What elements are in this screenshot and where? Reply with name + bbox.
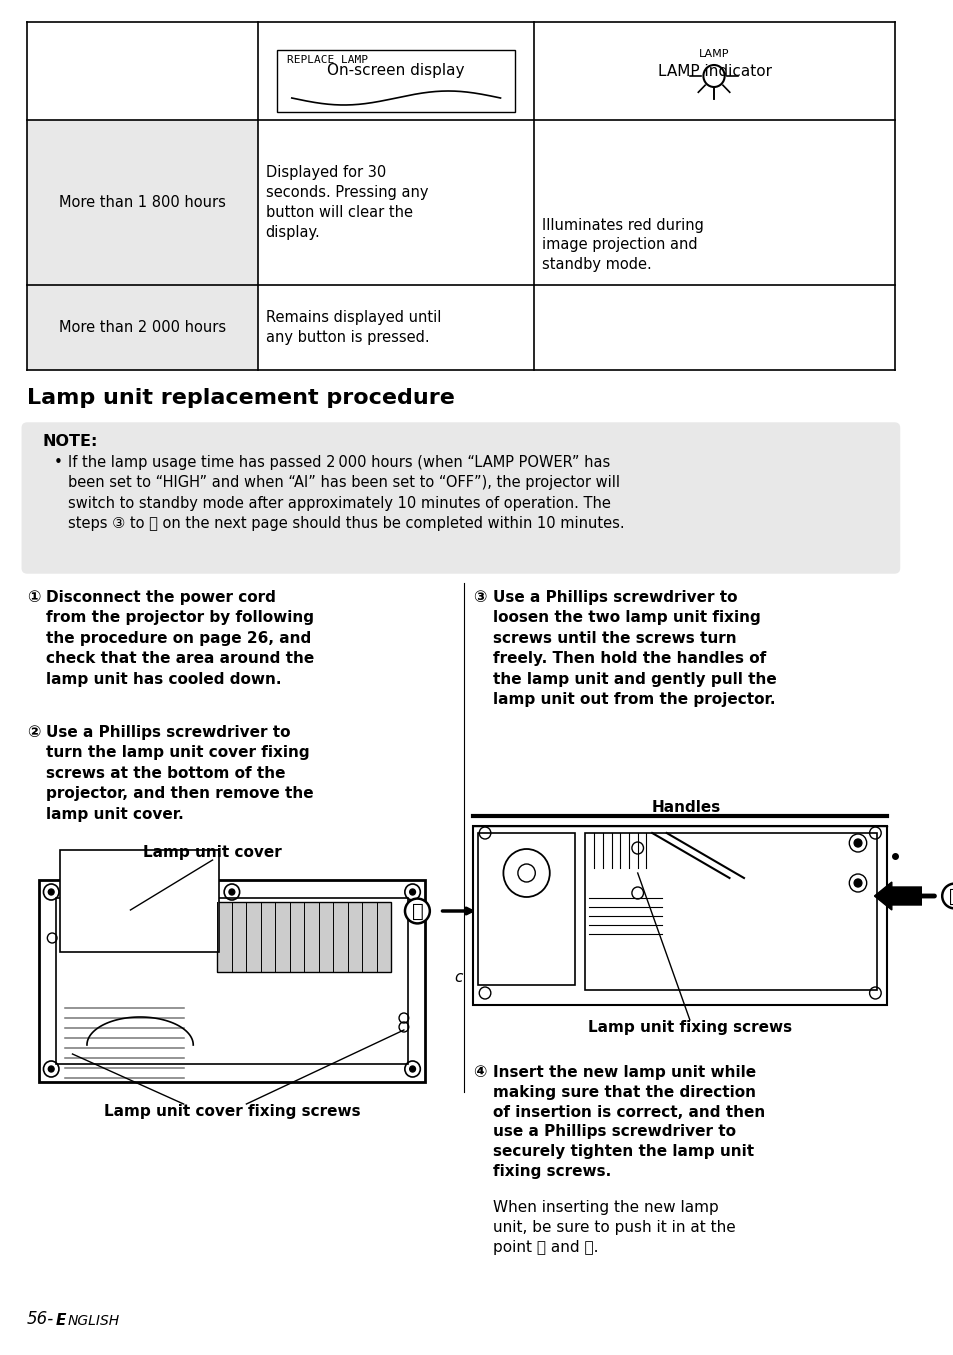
- Text: LAMP: LAMP: [698, 49, 728, 60]
- Text: Remains displayed until
any button is pressed.: Remains displayed until any button is pr…: [266, 310, 440, 346]
- Text: LAMP indicator: LAMP indicator: [657, 64, 771, 79]
- Text: Handles: Handles: [651, 799, 720, 814]
- Circle shape: [409, 889, 416, 896]
- Text: More than 1 800 hours: More than 1 800 hours: [59, 195, 226, 210]
- Text: ④: ④: [473, 1065, 486, 1080]
- Text: If the lamp usage time has passed 2 000 hours (when “LAMP POWER” has
been set to: If the lamp usage time has passed 2 000 …: [68, 455, 623, 531]
- Bar: [584, 833, 877, 991]
- Text: ①: ①: [27, 589, 41, 604]
- Text: NOTE:: NOTE:: [43, 434, 98, 449]
- Text: Disconnect the power cord
from the projector by following
the procedure on page : Disconnect the power cord from the proje…: [47, 589, 314, 687]
- Text: E: E: [56, 1313, 67, 1328]
- Text: When inserting the new lamp
unit, be sure to push it in at the
point Ⓐ and Ⓑ.: When inserting the new lamp unit, be sur…: [493, 1201, 735, 1255]
- Text: Lamp unit cover fixing screws: Lamp unit cover fixing screws: [104, 1104, 360, 1119]
- Text: Ⓐ: Ⓐ: [411, 901, 423, 920]
- Bar: [27, 285, 257, 370]
- Bar: [477, 833, 575, 985]
- Text: Lamp unit cover: Lamp unit cover: [143, 846, 282, 860]
- Bar: [473, 827, 886, 1005]
- FancyBboxPatch shape: [22, 423, 899, 573]
- Bar: [277, 50, 515, 112]
- Bar: [60, 850, 219, 953]
- Circle shape: [49, 1066, 54, 1072]
- Circle shape: [229, 889, 234, 896]
- Text: c: c: [455, 969, 462, 985]
- Text: REPLACE LAMP: REPLACE LAMP: [287, 56, 368, 65]
- Bar: [27, 121, 257, 285]
- Text: Illuminates red during
image projection and
standby mode.: Illuminates red during image projection …: [541, 218, 703, 272]
- Text: Use a Phillips screwdriver to
turn the lamp unit cover fixing
screws at the bott: Use a Phillips screwdriver to turn the l…: [47, 725, 314, 821]
- Text: Ⓑ: Ⓑ: [947, 886, 953, 905]
- Circle shape: [49, 889, 54, 896]
- Text: ②: ②: [27, 725, 41, 740]
- Circle shape: [853, 879, 861, 888]
- Circle shape: [409, 1066, 416, 1072]
- Text: Lamp unit replacement procedure: Lamp unit replacement procedure: [27, 388, 455, 408]
- Bar: [217, 902, 391, 972]
- Text: ③: ③: [473, 589, 486, 604]
- Text: •: •: [54, 455, 63, 470]
- Circle shape: [853, 839, 861, 847]
- Text: 56-: 56-: [27, 1310, 54, 1328]
- Text: Use a Phillips screwdriver to
loosen the two lamp unit fixing
screws until the s: Use a Phillips screwdriver to loosen the…: [493, 589, 776, 707]
- Text: Insert the new lamp unit while
making sure that the direction
of insertion is co: Insert the new lamp unit while making su…: [493, 1065, 764, 1179]
- FancyArrow shape: [874, 882, 934, 911]
- Bar: [56, 898, 407, 1064]
- Text: On-screen display: On-screen display: [327, 64, 464, 79]
- Text: Displayed for 30
seconds. Pressing any
button will clear the
display.: Displayed for 30 seconds. Pressing any b…: [266, 165, 428, 240]
- Text: NGLISH: NGLISH: [68, 1314, 120, 1328]
- Text: More than 2 000 hours: More than 2 000 hours: [59, 320, 226, 335]
- Text: Lamp unit fixing screws: Lamp unit fixing screws: [587, 1020, 791, 1035]
- Bar: [39, 879, 425, 1083]
